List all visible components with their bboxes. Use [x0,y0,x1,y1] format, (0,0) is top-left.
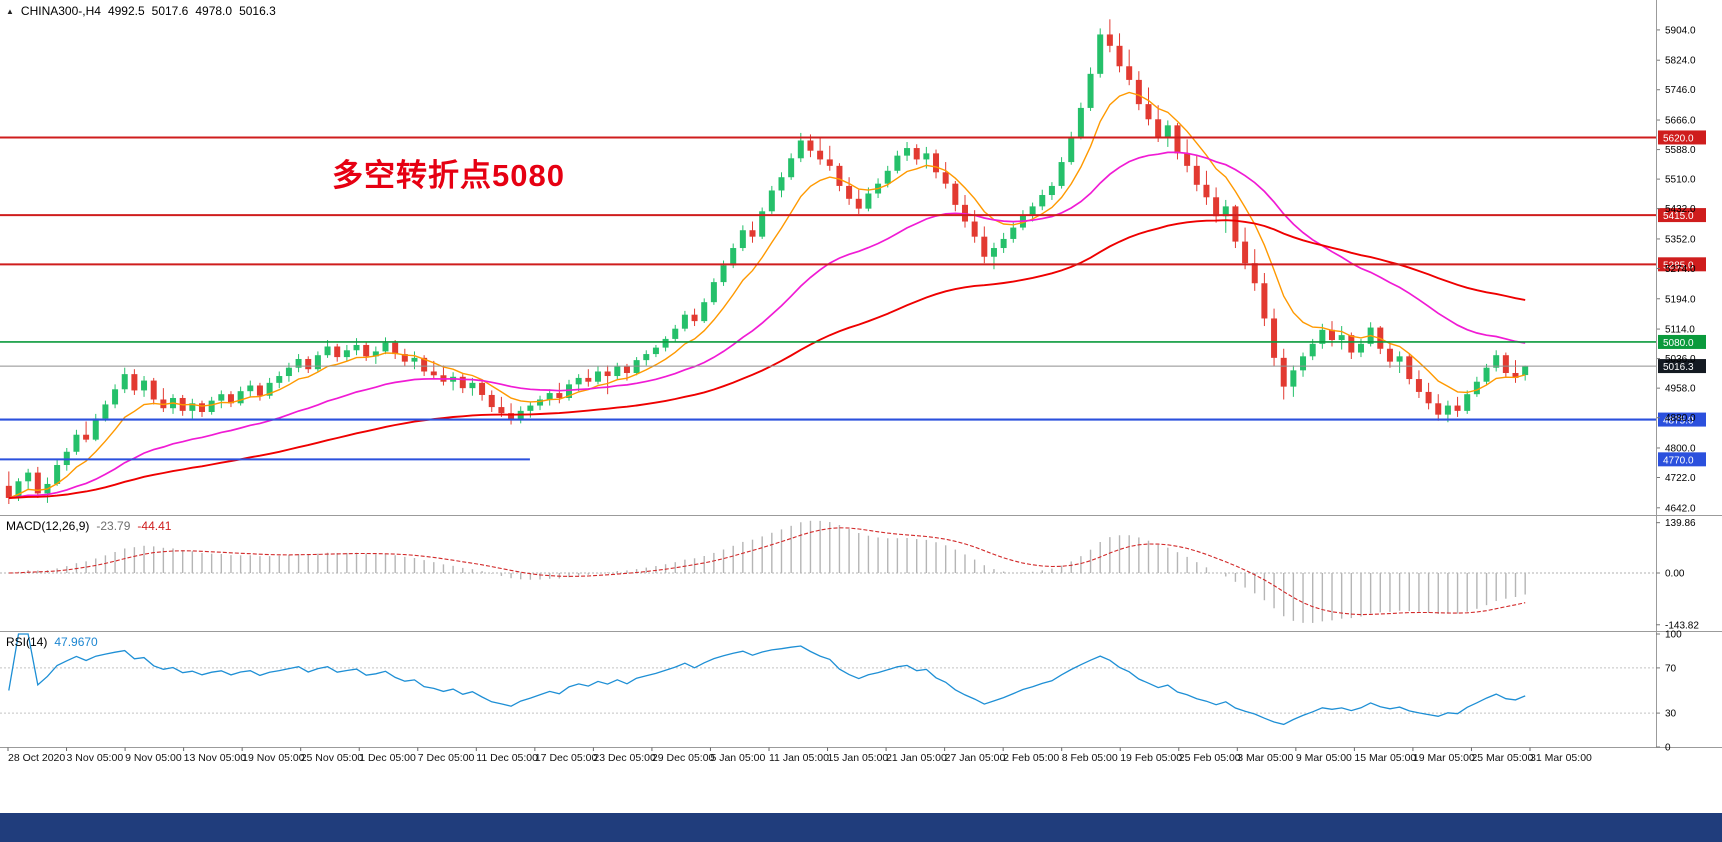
svg-text:8 Feb 05:00: 8 Feb 05:00 [1062,752,1118,764]
svg-text:4722.0: 4722.0 [1665,473,1696,484]
ohlc-close: 5016.3 [239,4,276,18]
svg-text:21 Jan 05:00: 21 Jan 05:00 [886,752,947,764]
svg-text:23 Dec 05:00: 23 Dec 05:00 [593,752,656,764]
svg-text:100: 100 [1665,630,1682,641]
svg-text:17 Dec 05:00: 17 Dec 05:00 [535,752,598,764]
svg-text:11 Dec 05:00: 11 Dec 05:00 [476,752,538,764]
svg-text:4875.0: 4875.0 [1663,416,1694,427]
svg-text:31 Mar 05:00: 31 Mar 05:00 [1530,752,1592,764]
rsi-label: RSI(14) 47.9670 [6,635,98,649]
svg-text:3 Mar 05:00: 3 Mar 05:00 [1237,752,1293,764]
macd-signal-line [8,527,1526,616]
svg-text:5620.0: 5620.0 [1663,133,1694,144]
svg-text:70: 70 [1665,663,1677,674]
symbol-ohlc-header: ▲ CHINA300-,H4 4992.5 5017.6 4978.0 5016… [6,4,276,18]
price-label-box [1658,208,1706,223]
svg-text:4800.0: 4800.0 [1665,443,1696,454]
macd-name: MACD(12,26,9) [6,519,90,533]
svg-text:5824.0: 5824.0 [1665,56,1696,67]
bottom-bar [0,813,1722,842]
svg-text:11 Jan 05:00: 11 Jan 05:00 [769,752,829,764]
svg-text:1 Dec 05:00: 1 Dec 05:00 [359,752,416,764]
svg-text:5588.0: 5588.0 [1665,145,1696,156]
rsi-name: RSI(14) [6,635,48,649]
svg-text:4770.0: 4770.0 [1663,455,1694,466]
svg-text:25 Feb 05:00: 25 Feb 05:00 [1179,752,1241,764]
svg-text:25 Nov 05:00: 25 Nov 05:00 [301,752,364,764]
macd-signal-value: -44.41 [137,519,172,533]
price-axis: 5904.0 5824.0 5746.0 5666.0 5588.0 5510.0 5432… [1656,25,1696,514]
price-label-box [1658,334,1706,349]
svg-text:-143.82: -143.82 [1665,620,1699,631]
svg-text:5274.0: 5274.0 [1665,264,1696,275]
svg-text:0.00: 0.00 [1665,569,1685,580]
macd-label: MACD(12,26,9) -23.79 -44.41 [6,519,171,533]
svg-text:5080.0: 5080.0 [1663,338,1694,349]
svg-text:19 Feb 05:00: 19 Feb 05:00 [1120,752,1182,764]
ma-medium-line [8,151,1526,499]
svg-text:139.86: 139.86 [1665,518,1696,529]
svg-text:9 Mar 05:00: 9 Mar 05:00 [1296,752,1352,764]
svg-text:3 Nov 05:00: 3 Nov 05:00 [67,752,124,764]
svg-text:5194.0: 5194.0 [1665,294,1696,305]
current-price-box [1658,359,1706,374]
svg-text:29 Dec 05:00: 29 Dec 05:00 [652,752,715,764]
svg-text:5352.0: 5352.0 [1665,234,1696,245]
ma-slow-line [8,219,1526,499]
ohlc-open: 4992.5 [107,4,145,18]
svg-text:7 Dec 05:00: 7 Dec 05:00 [418,752,475,764]
svg-text:13 Nov 05:00: 13 Nov 05:00 [184,752,247,764]
annotation-text[interactable]: 多空转折点5080 [332,158,565,193]
svg-text:9 Nov 05:00: 9 Nov 05:00 [125,752,182,764]
macd-main-value: -23.79 [96,519,131,533]
ma-fast-line [8,91,1526,499]
svg-text:5114.0: 5114.0 [1665,325,1695,336]
svg-text:30: 30 [1665,709,1677,720]
symbol-marker-icon: ▲ [6,6,14,16]
svg-text:2 Feb 05:00: 2 Feb 05:00 [1003,752,1059,764]
svg-text:5746.0: 5746.0 [1665,85,1696,96]
price-label-box [1658,130,1706,145]
svg-text:5510.0: 5510.0 [1665,175,1696,186]
svg-text:28 Oct 2020: 28 Oct 2020 [8,752,65,764]
symbol-period-label: CHINA300-,H4 [20,4,101,18]
svg-text:5036.0: 5036.0 [1665,354,1696,365]
svg-text:25 Mar 05:00: 25 Mar 05:00 [1471,752,1533,764]
svg-text:0: 0 [1665,743,1671,754]
ohlc-low: 4978.0 [195,4,233,18]
svg-text:5666.0: 5666.0 [1665,116,1696,127]
svg-text:19 Nov 05:00: 19 Nov 05:00 [242,752,305,764]
svg-text:5285.0: 5285.0 [1663,260,1694,271]
level-lines[interactable]: 5620.0 5415.0 5285.0 5080.0 4875.0 4770.0 [0,130,1706,467]
rsi-line [8,633,1526,726]
chart-canvas[interactable]: 5620.0 5415.0 5285.0 5080.0 4875.0 4770.0 5016… [0,0,1722,812]
svg-text:4958.0: 4958.0 [1665,384,1696,395]
svg-text:15 Jan 05:00: 15 Jan 05:00 [828,752,889,764]
price-label-box [1658,412,1706,427]
svg-text:5904.0: 5904.0 [1665,25,1696,36]
rsi-value: 47.9670 [54,635,98,649]
svg-text:19 Mar 05:00: 19 Mar 05:00 [1413,752,1475,764]
date-axis: 28 Oct 2020 3 Nov 05:00 9 Nov 05:00 13 Nov … [7,747,1592,764]
svg-text:15 Mar 05:00: 15 Mar 05:00 [1354,752,1416,764]
svg-text:5415.0: 5415.0 [1663,211,1694,222]
svg-text:4880.0: 4880.0 [1665,413,1696,424]
price-label-box [1658,452,1706,467]
svg-text:5 Jan 05:00: 5 Jan 05:00 [710,752,765,764]
macd-histogram [17,520,1526,623]
ohlc-high: 5017.6 [151,4,189,18]
svg-text:4642.0: 4642.0 [1665,503,1696,514]
candlestick-series [5,19,1529,505]
price-label-box [1658,257,1706,272]
svg-text:27 Jan 05:00: 27 Jan 05:00 [945,752,1006,764]
svg-text:5432.0: 5432.0 [1665,204,1696,215]
svg-text:5016.3: 5016.3 [1663,362,1694,373]
